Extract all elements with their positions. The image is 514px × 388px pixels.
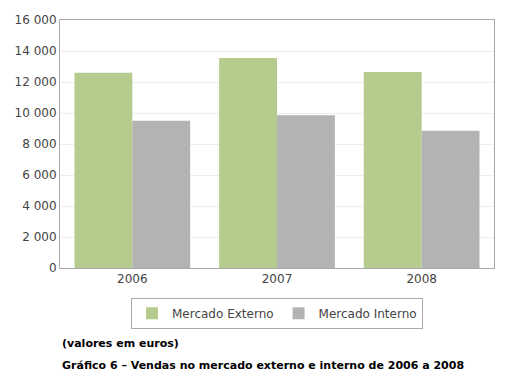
svg-text:Mercado Interno: Mercado Interno xyxy=(319,307,417,321)
svg-text:2006: 2006 xyxy=(117,272,148,286)
svg-text:4 000: 4 000 xyxy=(22,199,56,213)
svg-text:2 000: 2 000 xyxy=(22,230,56,244)
svg-text:2008: 2008 xyxy=(406,272,437,286)
svg-text:10 000: 10 000 xyxy=(15,106,57,120)
svg-text:12 000: 12 000 xyxy=(15,75,57,89)
svg-text:Gráfico 6 – Vendas no mercado: Gráfico 6 – Vendas no mercado externo e … xyxy=(62,359,464,372)
svg-text:Mercado Externo: Mercado Externo xyxy=(172,307,274,321)
svg-text:16 000: 16 000 xyxy=(15,13,57,27)
svg-text:0: 0 xyxy=(49,261,57,275)
svg-text:2007: 2007 xyxy=(262,272,293,286)
svg-text:14 000: 14 000 xyxy=(15,44,57,58)
svg-text:6 000: 6 000 xyxy=(22,168,56,182)
svg-text:(valores em euros): (valores em euros) xyxy=(62,337,179,350)
svg-text:8 000: 8 000 xyxy=(22,137,56,151)
